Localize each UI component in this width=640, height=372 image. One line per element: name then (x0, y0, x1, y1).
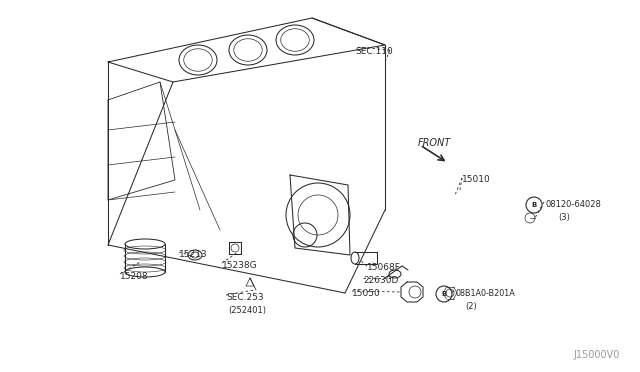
Text: B: B (531, 202, 536, 208)
Text: J15000V0: J15000V0 (573, 350, 620, 360)
Text: 22630D: 22630D (363, 276, 398, 285)
Text: 15208: 15208 (120, 272, 148, 281)
Text: 08120-64028: 08120-64028 (545, 200, 601, 209)
Text: 15068F: 15068F (367, 263, 401, 272)
Text: 15213: 15213 (179, 250, 207, 259)
Text: FRONT: FRONT (418, 138, 451, 148)
Text: B: B (442, 291, 447, 297)
Text: 15238G: 15238G (222, 261, 258, 270)
Text: SEC.110: SEC.110 (355, 47, 393, 56)
Text: 15010: 15010 (462, 175, 491, 184)
Text: 15050: 15050 (352, 289, 381, 298)
Text: (252401): (252401) (228, 306, 266, 315)
Text: SEC.253: SEC.253 (226, 293, 264, 302)
Text: (3): (3) (558, 213, 570, 222)
Text: (2): (2) (465, 302, 477, 311)
Text: 08B1A0-B201A: 08B1A0-B201A (455, 289, 515, 298)
